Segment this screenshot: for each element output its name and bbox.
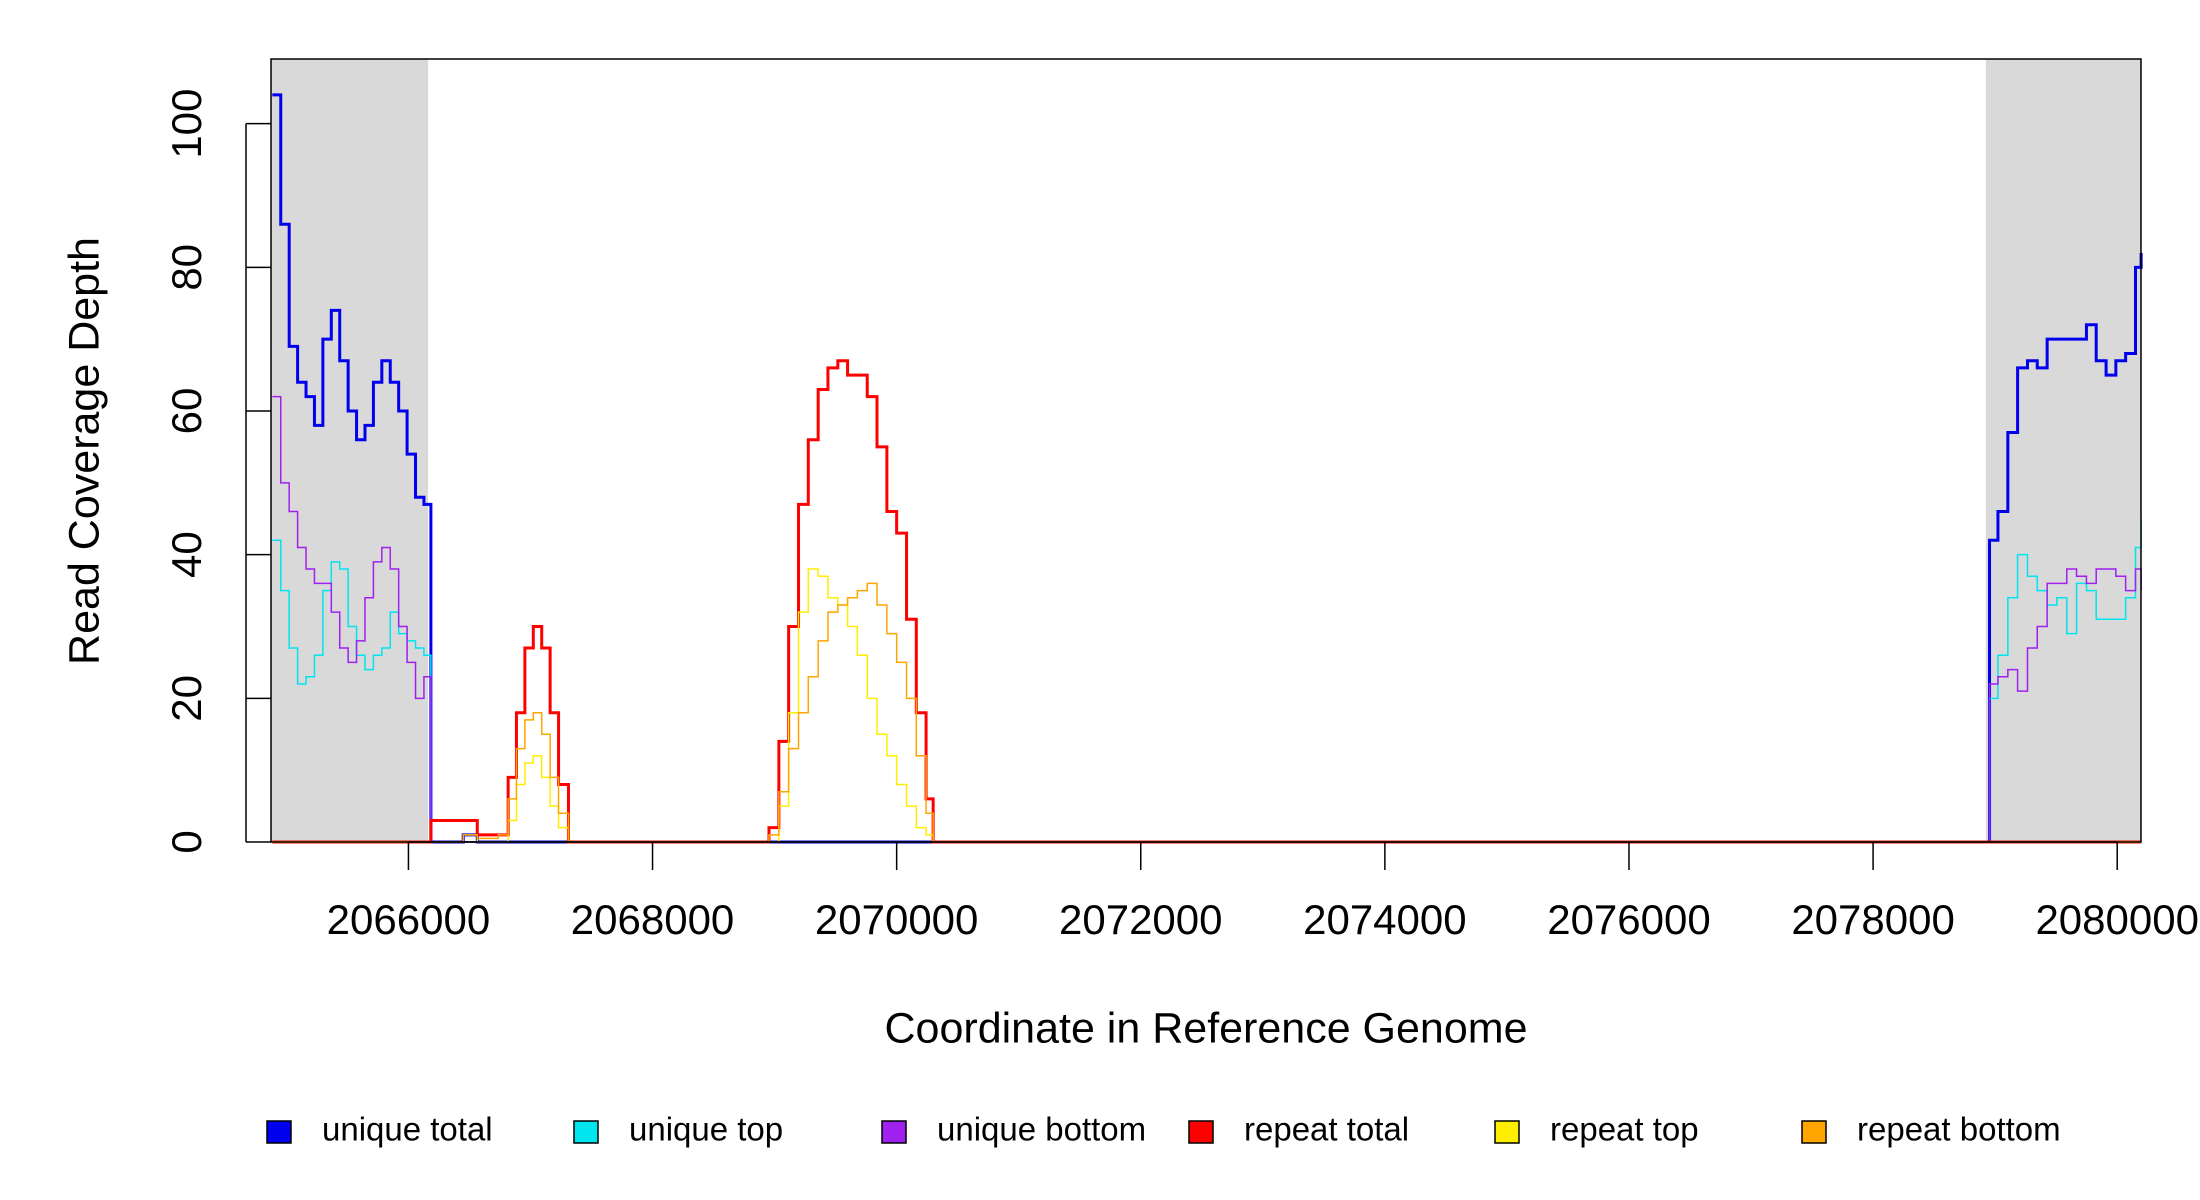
y-tick-label: 20 xyxy=(163,675,210,722)
shaded-region xyxy=(271,59,429,842)
legend-item: repeat total xyxy=(1188,1111,1409,1148)
legend-swatch xyxy=(266,1120,292,1144)
legend-label: repeat top xyxy=(1550,1111,1699,1148)
legend-label: unique total xyxy=(322,1111,493,1148)
x-tick-label: 2066000 xyxy=(327,896,491,943)
legend-swatch xyxy=(573,1120,599,1144)
y-axis-title: Read Coverage Depth xyxy=(60,237,108,665)
y-tick-label: 40 xyxy=(163,531,210,578)
legend-item: unique bottom xyxy=(881,1111,1146,1148)
series-line xyxy=(272,395,2142,843)
legend-label: repeat bottom xyxy=(1857,1111,2061,1148)
series-line xyxy=(272,568,2142,843)
x-tick-label: 2076000 xyxy=(1547,896,1711,943)
series-line xyxy=(272,93,2143,844)
plot-frame xyxy=(270,58,2142,843)
legend-item: repeat top xyxy=(1494,1111,1699,1148)
y-tick-label: 80 xyxy=(163,244,210,291)
legend-swatch xyxy=(881,1120,907,1144)
x-axis-title: Coordinate in Reference Genome xyxy=(885,1004,1528,1052)
legend-label: unique top xyxy=(629,1111,783,1148)
x-tick-label: 2072000 xyxy=(1059,896,1223,943)
series-line xyxy=(272,518,2142,843)
x-tick-label: 2078000 xyxy=(1791,896,1955,943)
legend-label: unique bottom xyxy=(937,1111,1146,1148)
y-tick-label: 60 xyxy=(163,388,210,435)
shaded-region xyxy=(1985,59,2141,842)
y-tick-label: 0 xyxy=(163,830,210,853)
x-tick-label: 2068000 xyxy=(571,896,735,943)
legend-swatch xyxy=(1494,1120,1520,1144)
legend-swatch xyxy=(1188,1120,1214,1144)
x-tick-label: 2080000 xyxy=(2035,896,2199,943)
legend-item: repeat bottom xyxy=(1801,1111,2061,1148)
series-line xyxy=(272,359,2142,844)
legend-item: unique top xyxy=(573,1111,783,1148)
x-tick-label: 2070000 xyxy=(815,896,979,943)
y-tick-label: 100 xyxy=(163,89,210,159)
legend-item: unique total xyxy=(266,1111,493,1148)
legend-label: repeat total xyxy=(1244,1111,1409,1148)
x-tick-label: 2074000 xyxy=(1303,896,1467,943)
legend-swatch xyxy=(1801,1120,1827,1144)
